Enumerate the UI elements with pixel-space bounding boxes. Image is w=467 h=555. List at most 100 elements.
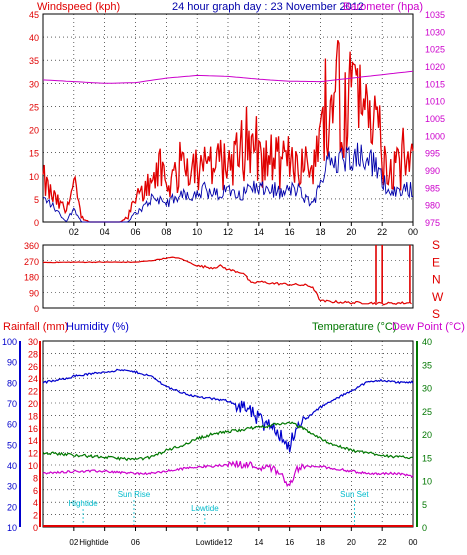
time-tick-label: 22 (377, 227, 387, 237)
climate-time-tick-label: 20 (347, 538, 356, 547)
baro-tick-label: 1005 (425, 114, 445, 124)
baro-tick-label: 975 (425, 218, 440, 228)
climate-time-tick-label: 00 (409, 538, 418, 547)
rain-tick-label: 20 (28, 399, 38, 409)
humidity-tick-label: 40 (7, 461, 17, 471)
direction-tick-label: 360 (24, 241, 39, 251)
event-label: Sun Rise (118, 490, 151, 499)
compass-label: W (432, 290, 444, 304)
event-label: Sun Set (340, 490, 369, 499)
baro-tick-label: 990 (425, 166, 440, 176)
barometer-line (42, 70, 414, 84)
humidity-tick-label: 20 (7, 502, 17, 512)
wind-direction-line (42, 256, 412, 306)
time-tick-label: 10 (192, 227, 202, 237)
humidity-tick-label: 60 (7, 420, 17, 430)
wind-tick-label: 45 (29, 10, 39, 20)
humidity-axis-label: Humidity (%) (66, 321, 129, 333)
rainfall-axis-label: Rainfall (mm) (3, 321, 68, 333)
rain-tick-label: 16 (28, 424, 38, 434)
time-tick-label: 08 (161, 227, 171, 237)
windspeed-axis-label: Windspeed (kph) (37, 1, 120, 13)
rain-tick-label: 18 (28, 411, 38, 421)
chart-title: 24 hour graph day : 23 November 2012 (172, 1, 364, 13)
humidity-tick-label: 100 (2, 337, 17, 347)
climate-time-tick-label: 16 (285, 538, 294, 547)
wind-tick-label: 20 (29, 126, 39, 136)
baro-tick-label: 1015 (425, 79, 445, 89)
temperature-tick-label: 40 (422, 337, 432, 347)
climate-time-tick-label: 06 (131, 538, 140, 547)
dewpoint-line (42, 460, 414, 488)
baro-tick-label: 1000 (425, 131, 445, 141)
compass-label: N (432, 273, 441, 287)
time-tick-label: 00 (408, 227, 418, 237)
rain-tick-label: 12 (28, 449, 38, 459)
rain-tick-label: 22 (28, 387, 38, 397)
time-tick-label: 04 (100, 227, 110, 237)
rain-tick-label: 6 (33, 486, 38, 496)
temperature-tick-label: 30 (422, 384, 432, 394)
wind-tick-label: 0 (34, 218, 39, 228)
humidity-tick-label: 70 (7, 399, 17, 409)
climate-time-tick-label: 18 (316, 538, 325, 547)
compass-label: S (432, 307, 440, 321)
time-tick-label: 14 (254, 227, 264, 237)
baro-tick-label: 985 (425, 183, 440, 193)
rain-tick-label: 24 (28, 374, 38, 384)
direction-tick-label: 0 (34, 304, 39, 314)
direction-tick-label: 270 (24, 257, 39, 267)
climate-time-tick-label: 02 (69, 538, 78, 547)
compass-label: S (432, 238, 440, 252)
wind-tick-label: 35 (29, 56, 39, 66)
temperature-tick-label: 5 (422, 500, 427, 510)
compass-label: E (432, 255, 440, 269)
humidity-line (42, 368, 414, 453)
time-tick-label: 20 (346, 227, 356, 237)
direction-tick-label: 90 (29, 288, 39, 298)
climate-time-tick-label: 22 (378, 538, 387, 547)
event-label: Lowtide (191, 504, 219, 513)
wind-tick-label: 10 (29, 172, 39, 182)
time-tick-label: 02 (69, 227, 79, 237)
humidity-tick-label: 90 (7, 358, 17, 368)
rain-tick-label: 28 (28, 349, 38, 359)
humidity-tick-label: 80 (7, 378, 17, 388)
baro-tick-label: 1030 (425, 27, 445, 37)
baro-tick-label: 1020 (425, 62, 445, 72)
humidity-tick-label: 50 (7, 440, 17, 450)
rain-tick-label: 0 (33, 523, 38, 533)
rain-tick-label: 30 (28, 337, 38, 347)
climate-time-tick-label: Hightide (79, 538, 109, 547)
time-tick-label: 06 (130, 227, 140, 237)
rain-tick-label: 4 (33, 498, 38, 508)
rain-tick-label: 26 (28, 362, 38, 372)
temperature-tick-label: 10 (422, 477, 432, 487)
temperature-line (42, 421, 414, 462)
climate-time-tick-label: 12 (224, 538, 233, 547)
event-label: Hightide (68, 499, 98, 508)
barometer-axis-label: Barometer (hpa) (343, 1, 423, 13)
time-tick-label: 16 (285, 227, 295, 237)
rain-tick-label: 2 (33, 511, 38, 521)
humidity-tick-label: 30 (7, 482, 17, 492)
rain-tick-label: 8 (33, 473, 38, 483)
climate-time-tick-label: Lowtide (196, 538, 224, 547)
wind-tick-label: 15 (29, 149, 39, 159)
baro-tick-label: 980 (425, 201, 440, 211)
climate-time-tick-label: 14 (254, 538, 263, 547)
wind-tick-label: 25 (29, 102, 39, 112)
wind-tick-label: 5 (34, 195, 39, 205)
baro-tick-label: 995 (425, 149, 440, 159)
humidity-tick-label: 10 (7, 523, 17, 533)
baro-tick-label: 1035 (425, 10, 445, 20)
temperature-tick-label: 35 (422, 360, 432, 370)
chart-layer: 0510152025303540459759809859909951000100… (2, 10, 445, 547)
temperature-tick-label: 15 (422, 453, 432, 463)
temperature-axis-label: Temperature (°C) (312, 321, 396, 333)
temperature-tick-label: 0 (422, 523, 427, 533)
time-tick-label: 18 (315, 227, 325, 237)
wind-average-line (42, 142, 414, 223)
baro-tick-label: 1010 (425, 97, 445, 107)
